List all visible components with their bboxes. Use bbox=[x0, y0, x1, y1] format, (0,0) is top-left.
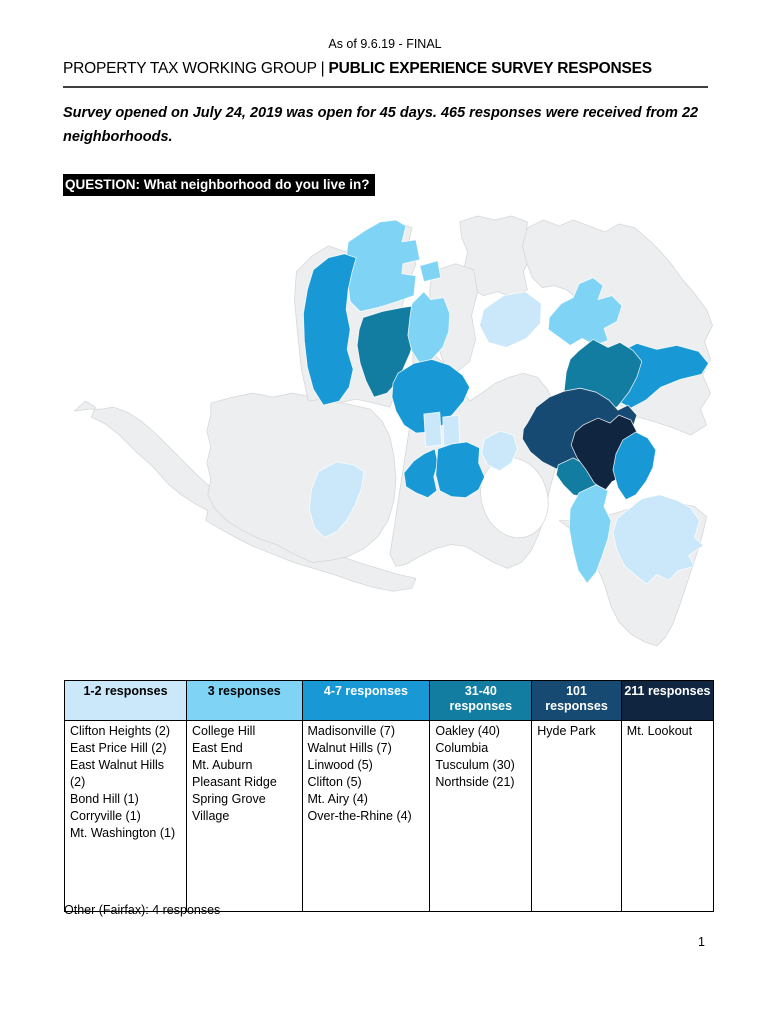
table-cell-1: College Hill East End Mt. Auburn Pleasant R… bbox=[186, 720, 303, 912]
neighborhood-item: Over-the-Rhine (4) bbox=[307, 809, 412, 823]
neighborhood-item: East End bbox=[192, 741, 243, 755]
neighborhood-item: Pleasant Ridge bbox=[192, 775, 277, 789]
map-region-over-the-rhine bbox=[403, 448, 439, 499]
table-cell-0: Clifton Heights (2) East Price Hill (2) Ea… bbox=[64, 720, 187, 912]
neighborhood-item: Corryville (1) bbox=[70, 809, 141, 823]
page-number: 1 bbox=[698, 935, 705, 949]
table-cell-4: Hyde Park bbox=[531, 720, 622, 912]
neighborhood-item: Clifton (5) bbox=[307, 775, 362, 789]
neighborhood-item: Columbia Tusculum (30) bbox=[435, 741, 515, 772]
neighborhood-item: Madisonville (7) bbox=[307, 724, 396, 738]
intro-paragraph: Survey opened on July 24, 2019 was open … bbox=[63, 105, 699, 145]
neighborhood-item: Mt. Auburn bbox=[192, 758, 253, 772]
neighborhood-item: Linwood (5) bbox=[307, 758, 373, 772]
map-region-carthage-hartwell bbox=[459, 215, 532, 299]
table-cell-3: Oakley (40) Columbia Tusculum (30) Northsi… bbox=[429, 720, 533, 912]
map-region-college-hill-east-notch bbox=[419, 260, 442, 283]
neighborhood-item: Northside (21) bbox=[435, 775, 515, 789]
map-region-east-end bbox=[568, 484, 612, 584]
neighborhood-item: Mt. Lookout bbox=[626, 724, 693, 738]
map-region-mt-airy bbox=[302, 253, 357, 406]
map-region-mt-washington bbox=[612, 494, 704, 585]
neighborhood-item: East Walnut Hills (2) bbox=[70, 758, 165, 789]
map-region-west-river-strip bbox=[74, 400, 417, 592]
question-banner: QUESTION: What neighborhood do you live … bbox=[63, 174, 376, 196]
table-header-row: 1-2 responses 3 responses 4-7 responses 31-… bbox=[64, 680, 715, 721]
map-region-walnut-hills bbox=[435, 441, 485, 499]
other-fairfax-footnote: Other (Fairfax): 4 responses bbox=[64, 903, 221, 917]
table-header-4: 101 responses bbox=[531, 680, 622, 721]
neighborhood-item: Mt. Airy (4) bbox=[307, 792, 368, 806]
table-body-row: Clifton Heights (2) East Price Hill (2) Ea… bbox=[64, 720, 715, 912]
neighborhood-item: Oakley (40) bbox=[435, 724, 500, 738]
table-header-2: 4-7 responses bbox=[301, 680, 431, 721]
table-header-1: 3 responses bbox=[186, 680, 303, 721]
page-title-regular: PROPERTY TAX WORKING GROUP | bbox=[63, 60, 329, 77]
table-header-3: 31-40 responses bbox=[429, 680, 533, 721]
map-region-clifton-heights bbox=[423, 411, 443, 448]
map-region-east-price-hill bbox=[308, 461, 365, 538]
neighborhood-item: Spring Grove Village bbox=[192, 792, 266, 823]
table-cell-2: Madisonville (7) Walnut Hills (7) Linwood … bbox=[301, 720, 431, 912]
title-divider bbox=[63, 86, 708, 88]
neighborhood-item: Bond Hill (1) bbox=[70, 792, 139, 806]
neighborhood-item: Walnut Hills (7) bbox=[307, 741, 392, 755]
page-title: PROPERTY TAX WORKING GROUP | PUBLIC EXPE… bbox=[63, 60, 711, 78]
neighborhood-item: College Hill bbox=[192, 724, 256, 738]
map-region-corryville bbox=[442, 414, 461, 447]
as-of-line: As of 9.6.19 - FINAL bbox=[328, 37, 442, 51]
map-region-linwood bbox=[612, 431, 657, 501]
map-region-college-hill bbox=[345, 219, 421, 312]
table-header-5: 211 responses bbox=[620, 680, 715, 721]
response-legend-table: 1-2 responses 3 responses 4-7 responses 31-… bbox=[64, 680, 715, 912]
page-title-bold: PUBLIC EXPERIENCE SURVEY RESPONSES bbox=[328, 60, 653, 77]
neighborhood-choropleth-map bbox=[60, 212, 720, 650]
neighborhood-item: Clifton Heights (2) bbox=[70, 724, 171, 738]
map-region-bond-hill bbox=[479, 291, 542, 348]
neighborhood-item: Hyde Park bbox=[537, 724, 596, 738]
table-cell-5: Mt. Lookout bbox=[620, 720, 715, 912]
neighborhood-item: East Price Hill (2) bbox=[70, 741, 167, 755]
map-region-pleasant-ridge bbox=[547, 277, 623, 346]
map-region-spring-grove-village bbox=[407, 291, 451, 364]
table-header-0: 1-2 responses bbox=[64, 680, 187, 721]
map-region-east-walnut-hills bbox=[481, 430, 518, 472]
neighborhood-item: Mt. Washington (1) bbox=[70, 826, 176, 840]
